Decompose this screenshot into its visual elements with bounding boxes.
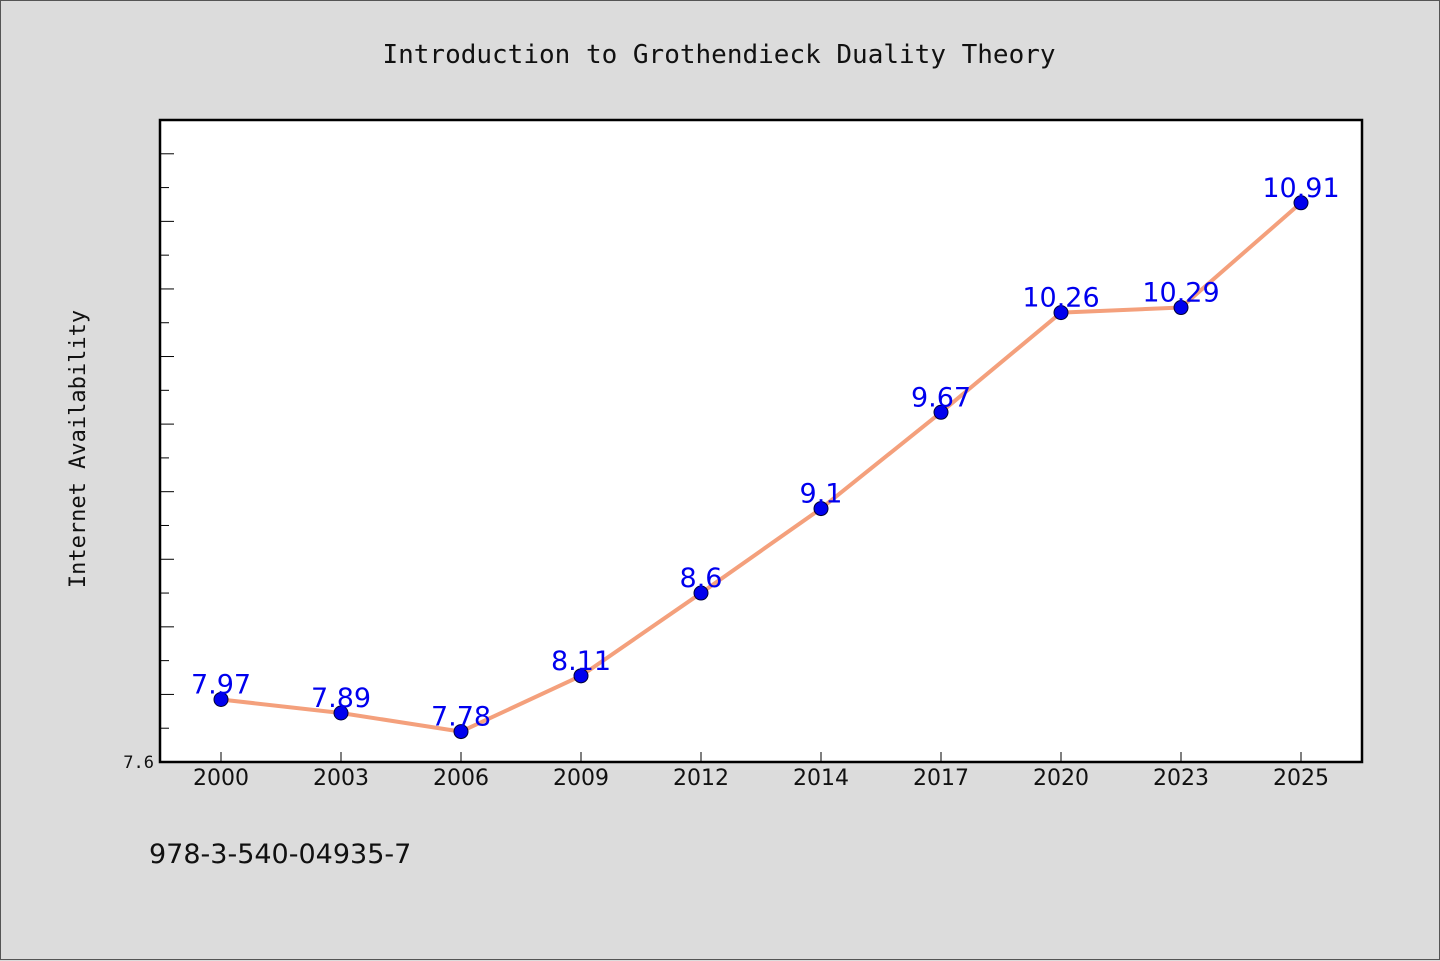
plot-area (160, 120, 1362, 762)
data-point (1173, 300, 1189, 316)
data-point (1053, 305, 1069, 321)
y-tick-label-min: 7.6 (123, 753, 154, 773)
data-point (813, 501, 829, 517)
data-label: 10.26 (1022, 283, 1099, 314)
x-tick-label: 2012 (673, 766, 729, 791)
plot-border (158, 118, 1364, 764)
data-label: 10.91 (1262, 173, 1339, 204)
x-tick-label: 2006 (433, 766, 489, 791)
data-point (213, 691, 229, 707)
footer-isbn: 978-3-540-04935-7 (149, 839, 411, 870)
x-tick-label: 2003 (313, 766, 369, 791)
data-point (693, 585, 709, 601)
x-tick-label: 2017 (913, 766, 969, 791)
data-label: 8.6 (680, 563, 723, 594)
data-label: 7.89 (311, 683, 371, 714)
y-axis-label: Internet Availability (66, 310, 91, 588)
y-axis-ticks (160, 153, 174, 729)
data-point (933, 404, 949, 420)
data-label: 9.1 (800, 479, 843, 510)
x-axis-ticks: 2000 2003 2006 2009 2012 2014 2017 2020 2023 2025 (193, 752, 1329, 791)
x-tick-label: 2009 (553, 766, 609, 791)
data-point (333, 705, 349, 721)
x-tick-label: 2025 (1273, 766, 1329, 791)
data-point (1293, 195, 1309, 211)
chart-title: Introduction to Grothendieck Duality The… (382, 40, 1055, 70)
data-label: 9.67 (911, 382, 971, 413)
data-label: 8.11 (551, 646, 611, 677)
data-label: 7.78 (431, 702, 491, 733)
data-label: 10.29 (1142, 278, 1219, 309)
x-tick-label: 2023 (1153, 766, 1209, 791)
x-tick-label: 2000 (193, 766, 249, 791)
data-label: 7.97 (191, 669, 251, 700)
x-tick-label: 2014 (793, 766, 849, 791)
series-layer: 7.97 7.89 7.78 8.11 8.6 9.1 9.67 10.26 10.29 10.9… (191, 173, 1340, 740)
data-point (573, 668, 589, 684)
series-line (220, 201, 1303, 734)
x-tick-label: 2020 (1033, 766, 1089, 791)
data-point (453, 724, 469, 740)
